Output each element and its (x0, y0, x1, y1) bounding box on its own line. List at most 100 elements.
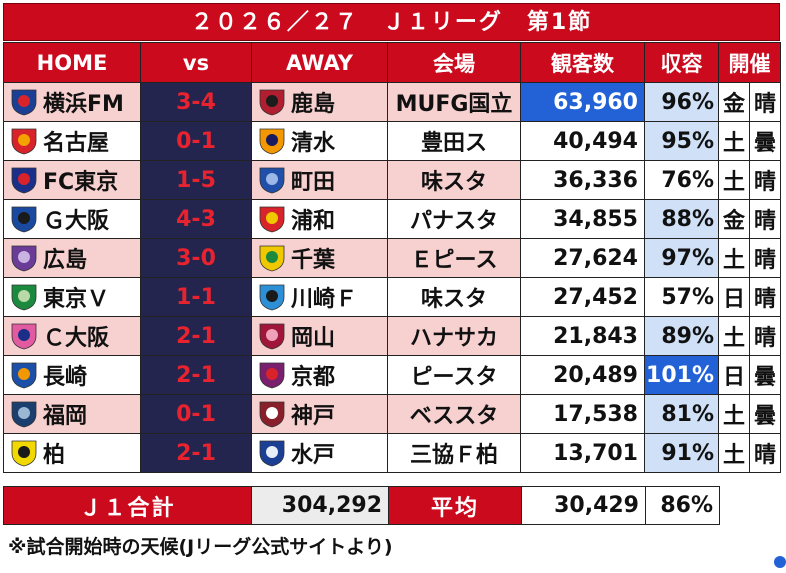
home-team-cell: 福岡 (3, 394, 141, 434)
match-row: Ｃ大阪 2-1 岡山 ハナサカ 21,843 89% 土晴 (3, 316, 781, 356)
score: 1-5 (140, 160, 252, 200)
weather: 晴 (749, 82, 781, 122)
attendance: 27,452 (520, 277, 645, 317)
capacity-rate: 57% (644, 277, 719, 317)
capacity-rate: 91% (644, 433, 719, 473)
kyoto-crest-icon (259, 362, 285, 389)
capacity-rate: 81% (644, 394, 719, 434)
weather: 晴 (749, 433, 781, 473)
kashiwa-crest-icon (11, 440, 37, 467)
hiroshima-crest-icon (11, 245, 37, 272)
indicator-dot (774, 556, 786, 568)
away-team-cell: 神戸 (251, 394, 388, 434)
header-attendance: 観客数 (520, 42, 645, 83)
average-capacity: 86% (645, 486, 720, 525)
capacity-rate: 89% (644, 316, 719, 356)
header-home: HOME (3, 42, 141, 83)
kobe-crest-icon (259, 401, 285, 428)
score: 2-1 (140, 316, 252, 356)
capacity-rate: 88% (644, 199, 719, 239)
average-label: 平均 (388, 486, 522, 525)
attendance: 21,843 (520, 316, 645, 356)
away-team: 清水 (291, 131, 336, 156)
summary-table: Ｊ１合計 304,292 平均 30,429 86% (3, 486, 720, 525)
capacity-rate: 95% (644, 121, 719, 161)
home-team: FC東京 (43, 170, 119, 195)
weather: 晴 (749, 238, 781, 278)
away-team-cell: 千葉 (251, 238, 388, 278)
header-row: HOME vs AWAY 会場 観客数 収容 開催 (3, 42, 781, 83)
match-row: 福岡 0-1 神戸 ベススタ 17,538 81% 土曇 (3, 394, 781, 434)
day-of-week: 金 (718, 199, 750, 239)
attendance: 40,494 (520, 121, 645, 161)
match-row: 名古屋 0-1 清水 豊田ス 40,494 95% 土曇 (3, 121, 781, 161)
home-team-cell: 柏 (3, 433, 141, 473)
capacity-rate: 97% (644, 238, 719, 278)
home-team-cell: Ｇ大阪 (3, 199, 141, 239)
home-team-cell: 長崎 (3, 355, 141, 395)
cerezo-osaka-crest-icon (11, 323, 37, 350)
day-of-week: 土 (718, 394, 750, 434)
home-team: 横浜FM (43, 92, 124, 117)
home-team: 名古屋 (43, 131, 110, 156)
away-team: 京都 (291, 365, 336, 390)
weather: 晴 (749, 277, 781, 317)
shimizu-crest-icon (259, 128, 285, 155)
away-team-cell: 町田 (251, 160, 388, 200)
score: 3-0 (140, 238, 252, 278)
venue: パナスタ (387, 199, 521, 239)
attendance: 20,489 (520, 355, 645, 395)
total-label: Ｊ１合計 (3, 486, 252, 525)
day-of-week: 土 (718, 160, 750, 200)
home-team-cell: FC東京 (3, 160, 141, 200)
home-team: 広島 (43, 248, 88, 273)
capacity-rate: 96% (644, 82, 719, 122)
kashima-crest-icon (259, 89, 285, 116)
home-team: 東京Ｖ (43, 287, 110, 312)
home-team: Ｃ大阪 (43, 326, 110, 351)
weather: 晴 (749, 199, 781, 239)
chiba-crest-icon (259, 245, 285, 272)
away-team-cell: 浦和 (251, 199, 388, 239)
score: 0-1 (140, 121, 252, 161)
summary-row: Ｊ１合計 304,292 平均 30,429 86% (3, 486, 720, 525)
away-team: 町田 (291, 170, 336, 195)
away-team: 鹿島 (291, 92, 336, 117)
results-table: HOME vs AWAY 会場 観客数 収容 開催 横浜FM 3-4 鹿島 MUFG国… (3, 42, 781, 473)
away-team-cell: 水戸 (251, 433, 388, 473)
away-team: 川崎Ｆ (291, 287, 358, 312)
total-value: 304,292 (251, 486, 389, 525)
tokyo-verdy-crest-icon (11, 284, 37, 311)
footnote: ※試合開始時の天候(Jリーグ公式サイトより) (8, 536, 393, 558)
venue: 味スタ (387, 277, 521, 317)
day-of-week: 日 (718, 277, 750, 317)
venue: MUFG国立 (387, 82, 521, 122)
day-of-week: 金 (718, 82, 750, 122)
mito-crest-icon (259, 440, 285, 467)
away-team: 浦和 (291, 209, 336, 234)
attendance: 17,538 (520, 394, 645, 434)
match-row: FC東京 1-5 町田 味スタ 36,336 76% 土晴 (3, 160, 781, 200)
weather: 曇 (749, 355, 781, 395)
urawa-crest-icon (259, 206, 285, 233)
fc-tokyo-crest-icon (11, 167, 37, 194)
machida-crest-icon (259, 167, 285, 194)
match-row: 長崎 2-1 京都 ピースタ 20,489 101% 日曇 (3, 355, 781, 395)
attendance: 13,701 (520, 433, 645, 473)
score: 4-3 (140, 199, 252, 239)
nagasaki-crest-icon (11, 362, 37, 389)
away-team-cell: 京都 (251, 355, 388, 395)
away-team: 水戸 (291, 443, 336, 468)
weather: 曇 (749, 394, 781, 434)
away-team: 神戸 (291, 404, 336, 429)
home-team: 長崎 (43, 365, 88, 390)
attendance: 34,855 (520, 199, 645, 239)
weather: 曇 (749, 121, 781, 161)
venue: 豊田ス (387, 121, 521, 161)
okayama-crest-icon (259, 323, 285, 350)
day-of-week: 土 (718, 238, 750, 278)
home-team-cell: Ｃ大阪 (3, 316, 141, 356)
kawasaki-crest-icon (259, 284, 285, 311)
weather: 晴 (749, 316, 781, 356)
weather: 晴 (749, 160, 781, 200)
